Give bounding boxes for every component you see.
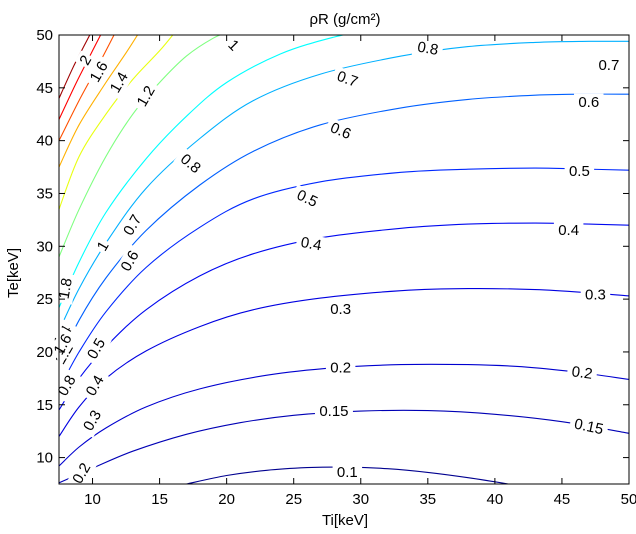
contour-label: 0.5 — [569, 163, 590, 180]
contour-line-0_5 — [59, 167, 629, 390]
contour-label-background — [84, 54, 115, 90]
contour-line-0_8 — [59, 35, 346, 308]
contour-label: 0.4 — [558, 222, 579, 239]
x-tick-label: 15 — [151, 491, 168, 508]
y-tick-label: 35 — [36, 185, 53, 202]
contour-label: 0.3 — [330, 301, 351, 318]
axis-ticks: 10 15 20 25 30 35 40 45 50 10 15 20 25 30 35 40 45 50 — [36, 27, 636, 508]
contour-label-background — [131, 79, 162, 114]
contour-label-background — [330, 65, 365, 93]
x-tick-label: 10 — [84, 491, 101, 508]
x-tick-label: 45 — [554, 491, 571, 508]
x-tick-label: 25 — [285, 491, 302, 508]
x-tick-label: 35 — [419, 491, 436, 508]
contour-label-background — [594, 56, 624, 75]
contour-label-background — [314, 402, 353, 421]
contour-label: 0.6 — [578, 94, 599, 111]
y-tick-label: 45 — [36, 80, 53, 97]
contour-label: 0.6 — [328, 119, 354, 143]
y-tick-label: 20 — [36, 344, 53, 361]
contour-label-background — [66, 456, 97, 491]
contour-label-background — [104, 65, 135, 100]
x-tick-label: 30 — [352, 491, 369, 508]
contour-label-background — [77, 403, 108, 438]
contour-label-background — [117, 207, 148, 243]
contour-label: 0.15 — [319, 403, 348, 420]
contour-label-background — [47, 327, 79, 362]
contour-label-background — [92, 236, 115, 257]
contour-label: 0.7 — [335, 68, 360, 91]
contour-label-background — [114, 243, 146, 279]
contour-label-background — [323, 117, 358, 146]
contour-label-background — [80, 368, 111, 404]
contour-label-background — [566, 362, 598, 385]
contour-label-background — [289, 184, 325, 214]
contour-label: 0.2 — [330, 359, 351, 376]
contour-label-background — [81, 331, 112, 367]
x-axis-label: Ti[keV] — [322, 512, 368, 529]
contour-label: 0.2 — [571, 363, 594, 383]
axes-box — [58, 34, 630, 485]
contour-label-background — [295, 232, 328, 256]
y-tick-label: 50 — [36, 27, 53, 44]
contour-line-0_2 — [59, 363, 629, 467]
x-tick-label: 40 — [487, 491, 504, 508]
contour-line-1_2 — [59, 35, 174, 210]
y-axis-label: Te[keV] — [5, 248, 22, 298]
contour-label: 1.8 — [56, 277, 76, 300]
contour-label: 0.3 — [585, 286, 606, 303]
contour-label-background — [553, 221, 584, 240]
contour-label-background — [564, 162, 595, 181]
contour-label-background — [411, 37, 444, 61]
x-tick-label: 20 — [218, 491, 235, 508]
contour-label: 0.4 — [299, 234, 322, 254]
x-tick-label: 50 — [621, 491, 636, 508]
y-tick-label: 25 — [36, 291, 53, 308]
contour-line-0_6 — [59, 93, 629, 363]
y-tick-label: 30 — [36, 238, 53, 255]
contour-label-background — [332, 463, 363, 482]
chart-title: ρR (g/cm²) — [309, 11, 380, 28]
y-tick-label: 15 — [36, 397, 53, 414]
plot-area: 0.10.150.150.2 0.20.20.30.30.30.40.40.40.… — [36, 27, 636, 508]
contour-label: 0.8 — [416, 39, 439, 59]
contour-label-background — [173, 147, 208, 181]
contour-label-background — [580, 285, 611, 304]
contour-line-1_4 — [59, 35, 139, 168]
contour-label-background — [325, 300, 356, 319]
y-tick-label: 40 — [36, 133, 53, 150]
contour-line-0_15 — [59, 409, 629, 484]
contour-label-background — [325, 358, 356, 377]
contour-label-background — [54, 272, 78, 305]
contour-label-background — [574, 93, 604, 112]
contour-label-background — [222, 34, 245, 57]
contour-label-background — [74, 50, 97, 71]
contour-label: 0.15 — [573, 416, 605, 439]
contour-labels: 0.10.150.150.2 0.20.20.30.30.30.40.40.40.… — [47, 34, 624, 491]
contour-label: 0.7 — [598, 57, 619, 74]
contour-label: 0.1 — [337, 464, 358, 481]
y-tick-label: 10 — [36, 450, 53, 467]
contour-label-background — [568, 414, 610, 440]
